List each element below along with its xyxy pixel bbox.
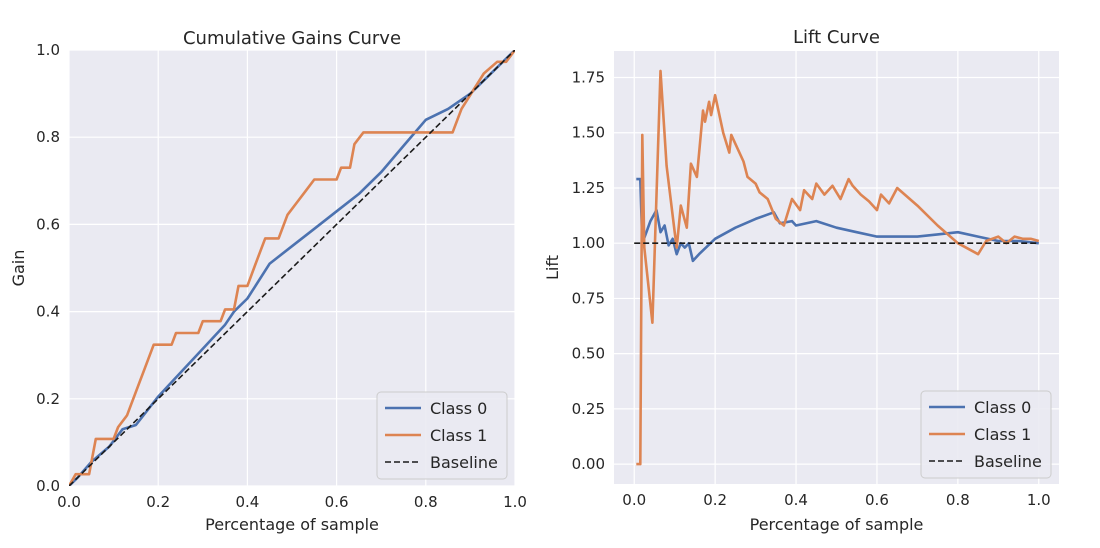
y-tick-label: 0.4 <box>36 303 60 321</box>
legend-label-class-0: Class 0 <box>974 398 1031 417</box>
y-tick-label: 0.00 <box>572 455 605 473</box>
y-tick-label: 0.75 <box>572 289 605 307</box>
x-tick-label: 0.2 <box>703 491 727 509</box>
x-tick-label: 0.6 <box>865 491 889 509</box>
legend-label-baseline: Baseline <box>430 453 498 472</box>
legend-box <box>376 391 508 480</box>
series-line-class-0 <box>636 177 1039 263</box>
cumulative-gains-chart: 0.0 0.2 0.4 0.6 0.8 1.0 0.0 0.2 0.4 0.6 0.8 1.0 Cumu… <box>9 28 527 534</box>
y-axis-label: Gain <box>9 250 28 287</box>
x-tick-label: 0.6 <box>325 493 349 511</box>
y-tick-label: 0.2 <box>36 390 60 408</box>
y-tick-label: 1.00 <box>572 234 605 252</box>
y-tick-label: 0.50 <box>572 345 605 363</box>
series-line-baseline <box>69 50 515 486</box>
chart-title: Cumulative Gains Curve <box>183 28 401 49</box>
series-line-class-0 <box>69 50 515 486</box>
series-line-class-1 <box>69 50 515 486</box>
legend: Class 0 Class 1 Baseline <box>376 391 508 480</box>
legend-box <box>920 390 1052 479</box>
legend-label-baseline: Baseline <box>974 452 1042 471</box>
y-tick-label: 1.0 <box>36 41 60 59</box>
y-tick-label: 0.25 <box>572 400 605 418</box>
y-tick-label: 1.25 <box>572 179 605 197</box>
x-axis-label: Percentage of sample <box>750 515 924 534</box>
x-tick-label: 0.8 <box>946 491 970 509</box>
legend: Class 0 Class 1 Baseline <box>920 390 1052 479</box>
y-tick-label: 1.75 <box>572 69 605 87</box>
y-tick-label: 1.50 <box>572 124 605 142</box>
y-tick-label: 0.8 <box>36 128 60 146</box>
x-tick-label: 1.0 <box>503 493 527 511</box>
legend-label-class-1: Class 1 <box>974 425 1031 444</box>
x-tick-label: 0.0 <box>57 493 81 511</box>
legend-label-class-1: Class 1 <box>430 426 487 445</box>
x-tick-label: 0.4 <box>784 491 808 509</box>
x-axis-label: Percentage of sample <box>205 515 379 534</box>
x-tick-label: 0.4 <box>235 493 259 511</box>
y-tick-label: 0.0 <box>36 477 60 495</box>
series-line-class-1 <box>636 69 1040 466</box>
x-tick-label: 0.2 <box>146 493 170 511</box>
x-tick-label: 0.8 <box>414 493 438 511</box>
x-tick-label: 0.0 <box>622 491 646 509</box>
legend-label-class-0: Class 0 <box>430 399 487 418</box>
x-tick-label: 1.0 <box>1027 491 1051 509</box>
chart-title: Lift Curve <box>793 27 880 48</box>
y-tick-label: 0.6 <box>36 215 60 233</box>
y-axis-label: Lift <box>543 255 562 280</box>
lift-chart: 0.0 0.2 0.4 0.6 0.8 1.0 0.00 0.25 0.50 0.75 1.00 1.… <box>543 27 1059 534</box>
